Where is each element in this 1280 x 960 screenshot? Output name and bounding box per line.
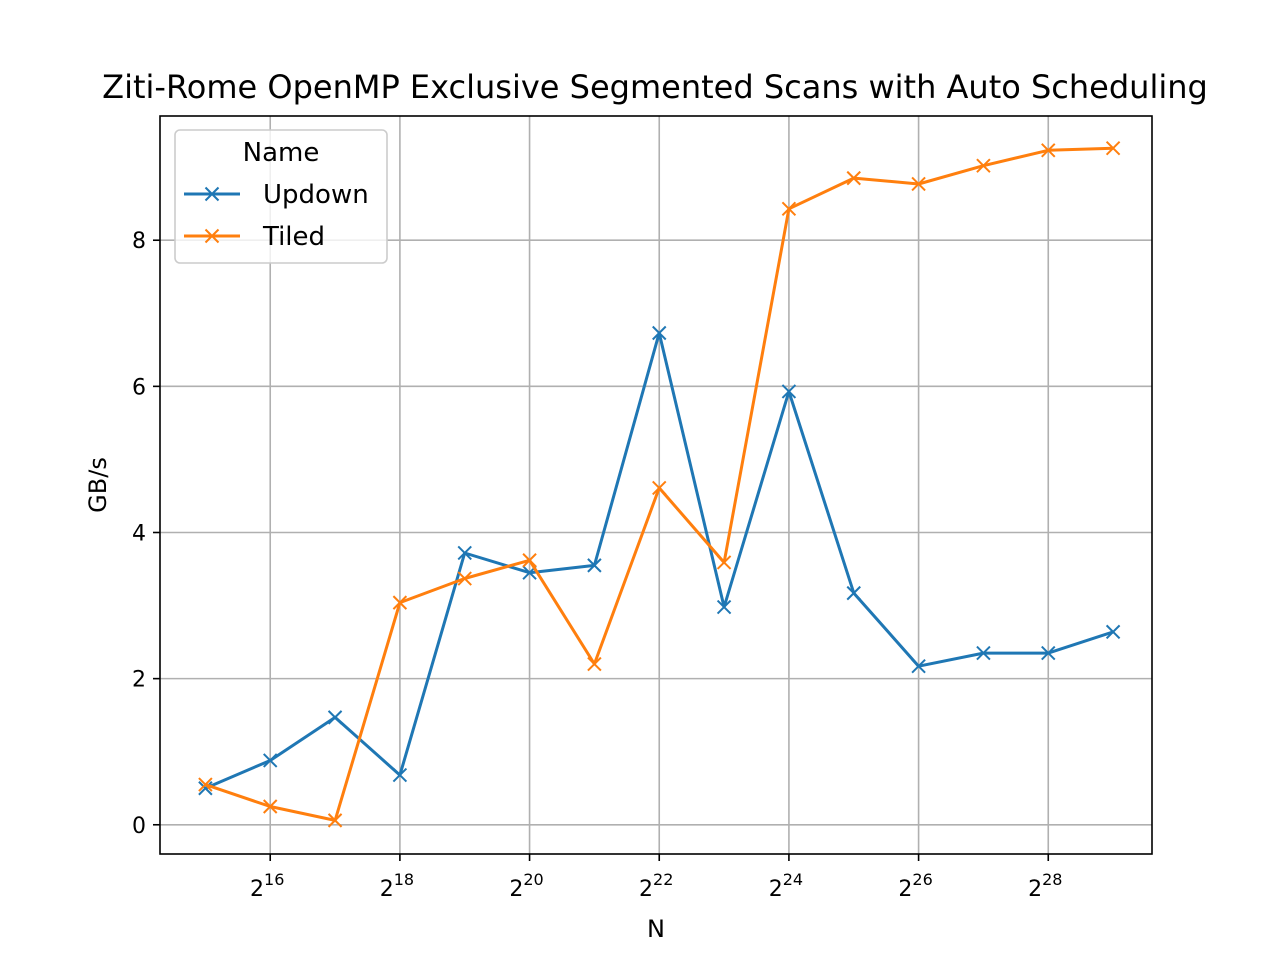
marker-stroke (587, 656, 602, 672)
x-tick-label: 224 (769, 870, 803, 902)
x-tick-label: 222 (639, 870, 673, 902)
legend-title: Name (243, 138, 320, 168)
data-point-tiled (1105, 140, 1121, 156)
data-point-updown (911, 659, 926, 674)
marker-stroke (457, 571, 472, 586)
y-tick-label: 6 (132, 375, 146, 400)
data-point-tiled (587, 656, 602, 672)
series-updown (198, 325, 1121, 796)
data-point-tiled (198, 777, 213, 792)
legend-entries: Updown Tiled (184, 180, 369, 252)
data-point-tiled (846, 170, 861, 186)
marker-stroke (204, 186, 220, 202)
x-tick-label: 220 (509, 870, 543, 902)
marker-stroke (652, 480, 667, 496)
marker-stroke (1105, 140, 1121, 156)
marker-stroke (263, 799, 278, 814)
marker-stroke (263, 753, 278, 768)
plot-frame (159, 115, 1153, 855)
legend-entry-updown: Updown (184, 180, 369, 210)
data-point-tiled (976, 158, 991, 173)
marker-stroke (781, 201, 797, 217)
marker-stroke (198, 777, 213, 792)
series-layer (198, 140, 1121, 828)
x-axis-label: N (647, 915, 665, 943)
data-point-updown (1041, 645, 1056, 661)
marker-stroke (1041, 645, 1056, 661)
marker-stroke (911, 176, 926, 192)
marker-stroke (976, 645, 991, 661)
data-point-tiled (911, 176, 926, 192)
legend-marker-tiled (204, 228, 220, 244)
y-axis-label: GB/s (84, 457, 112, 513)
marker-stroke (1041, 143, 1056, 158)
x-tick-label: 228 (1028, 870, 1062, 902)
y-tick-label: 2 (132, 668, 146, 693)
marker-stroke (457, 545, 472, 561)
data-point-tiled (781, 201, 797, 217)
marker-stroke (327, 813, 343, 828)
data-point-tiled (1041, 143, 1056, 158)
x-tick-label: 218 (380, 870, 414, 902)
y-tick-label: 8 (132, 229, 146, 254)
legend: Name Updown Tiled (174, 129, 388, 264)
y-tick-label: 0 (132, 814, 146, 839)
data-point-tiled (457, 571, 472, 586)
data-point-updown (652, 325, 667, 341)
series-tiled (198, 140, 1121, 828)
marker-stroke (327, 710, 343, 725)
data-point-updown (198, 781, 213, 796)
marker-stroke (587, 558, 602, 573)
marker-stroke (976, 158, 991, 173)
data-point-updown (1105, 624, 1121, 640)
data-point-updown (781, 384, 797, 399)
marker-stroke (781, 384, 797, 399)
data-point-tiled (327, 813, 343, 828)
data-point-tiled (716, 555, 732, 570)
legend-marker-updown (204, 186, 220, 202)
marker-stroke (198, 781, 213, 796)
legend-box (174, 129, 388, 264)
x-tick-label: 216 (250, 870, 284, 902)
marker-stroke (1105, 624, 1121, 640)
marker-stroke (204, 228, 220, 244)
ticks: 216 218 220 222 224 226 228 0 2 4 6 8 (132, 229, 1062, 902)
data-point-tiled (652, 480, 667, 496)
marker-stroke (846, 585, 861, 601)
y-tick-label: 4 (132, 521, 146, 546)
x-tick-label: 226 (898, 870, 932, 902)
legend-label-tiled: Tiled (262, 222, 325, 252)
chart-title: Ziti-Rome OpenMP Exclusive Segmented Sca… (102, 68, 1208, 106)
marker-stroke (716, 555, 732, 570)
grid (160, 116, 1152, 854)
legend-label-updown: Updown (263, 180, 369, 210)
data-point-updown (846, 585, 861, 601)
data-point-updown (263, 753, 278, 768)
legend-entry-tiled: Tiled (184, 222, 325, 252)
data-point-updown (327, 710, 343, 725)
data-point-tiled (263, 799, 278, 814)
marker-stroke (846, 170, 861, 186)
data-point-updown (457, 545, 472, 561)
data-point-updown (716, 599, 732, 615)
data-point-updown (976, 645, 991, 661)
marker-stroke (392, 767, 408, 783)
marker-stroke (392, 595, 408, 610)
data-point-tiled (522, 553, 537, 568)
data-point-tiled (392, 595, 408, 610)
marker-stroke (652, 325, 667, 341)
data-point-updown (392, 767, 408, 783)
data-point-updown (587, 558, 602, 573)
marker-stroke (716, 599, 732, 615)
marker-stroke (522, 553, 537, 568)
marker-stroke (911, 659, 926, 674)
